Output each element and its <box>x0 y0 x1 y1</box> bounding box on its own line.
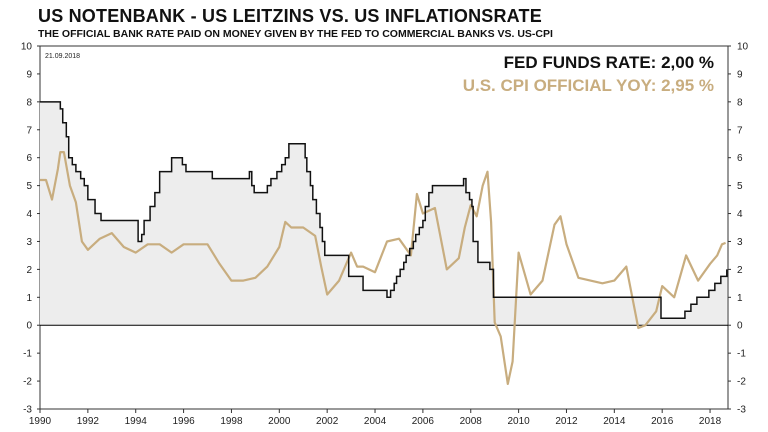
y-tick-label-right: 1 <box>737 293 743 304</box>
x-tick-label: 2006 <box>412 416 435 427</box>
y-tick-label-right: 7 <box>737 125 743 136</box>
legend-fed-funds-rate: FED FUNDS RATE: 2,00 % <box>504 53 714 72</box>
cpi-line <box>40 151 726 385</box>
y-tick-label-left: 2 <box>26 265 32 276</box>
y-tick-label-left: 3 <box>26 237 32 248</box>
y-tick-label-left: 5 <box>26 181 32 192</box>
y-tick-label-right: -1 <box>737 349 746 360</box>
x-tick-label: 2008 <box>460 416 483 427</box>
x-tick-label: 1992 <box>77 416 100 427</box>
x-tick-label: 2014 <box>603 416 626 427</box>
x-tick-label: 1996 <box>172 416 195 427</box>
x-tick-label: 2012 <box>555 416 578 427</box>
y-tick-label-left: 4 <box>26 209 32 220</box>
y-tick-label-right: 5 <box>737 181 743 192</box>
y-tick-label-right: 4 <box>737 209 743 220</box>
x-tick-label: 1998 <box>220 416 243 427</box>
y-tick-label-left: -2 <box>23 377 32 388</box>
y-tick-label-left: 8 <box>26 97 32 108</box>
x-tick-label: 2004 <box>364 416 387 427</box>
x-tick-label: 2018 <box>699 416 722 427</box>
y-tick-label-right: 0 <box>737 321 743 332</box>
x-tick-label: 2010 <box>507 416 530 427</box>
x-tick-label: 2016 <box>651 416 674 427</box>
x-tick-label: 1994 <box>125 416 148 427</box>
y-tick-label-left: 6 <box>26 153 32 164</box>
plot-frame <box>39 45 729 410</box>
fed-funds-line <box>40 101 728 319</box>
y-tick-label-right: 10 <box>737 42 749 53</box>
y-tick-label-left: 10 <box>21 42 33 53</box>
y-tick-label-left: -3 <box>23 405 32 416</box>
y-tick-label-left: 1 <box>26 293 32 304</box>
legend-cpi-yoy: U.S. CPI OFFICIAL YOY: 2,95 % <box>463 76 714 95</box>
fed-funds-area <box>40 101 727 326</box>
y-tick-label-left: 7 <box>26 125 32 136</box>
y-tick-label-right: 9 <box>737 69 743 80</box>
y-tick-label-right: -3 <box>737 405 746 416</box>
y-tick-label-right: -2 <box>737 377 746 388</box>
y-tick-label-left: 9 <box>26 69 32 80</box>
x-tick-label: 2002 <box>316 416 339 427</box>
x-tick-label: 1990 <box>29 416 52 427</box>
y-tick-label-right: 2 <box>737 265 743 276</box>
y-tick-label-right: 6 <box>737 153 743 164</box>
y-tick-label-right: 8 <box>737 97 743 108</box>
y-tick-label-left: -1 <box>23 349 32 360</box>
chart-title: US NOTENBANK - US LEITZINS VS. US INFLAT… <box>38 6 542 26</box>
y-tick-label-right: 3 <box>737 237 743 248</box>
x-tick-label: 2000 <box>268 416 291 427</box>
date-label: 21.09.2018 <box>45 53 80 60</box>
y-tick-label-left: 0 <box>26 321 32 332</box>
chart-subtitle: THE OFFICIAL BANK RATE PAID ON MONEY GIV… <box>38 28 553 40</box>
